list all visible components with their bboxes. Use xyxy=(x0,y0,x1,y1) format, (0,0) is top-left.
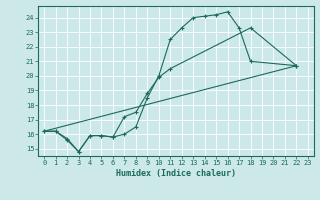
X-axis label: Humidex (Indice chaleur): Humidex (Indice chaleur) xyxy=(116,169,236,178)
